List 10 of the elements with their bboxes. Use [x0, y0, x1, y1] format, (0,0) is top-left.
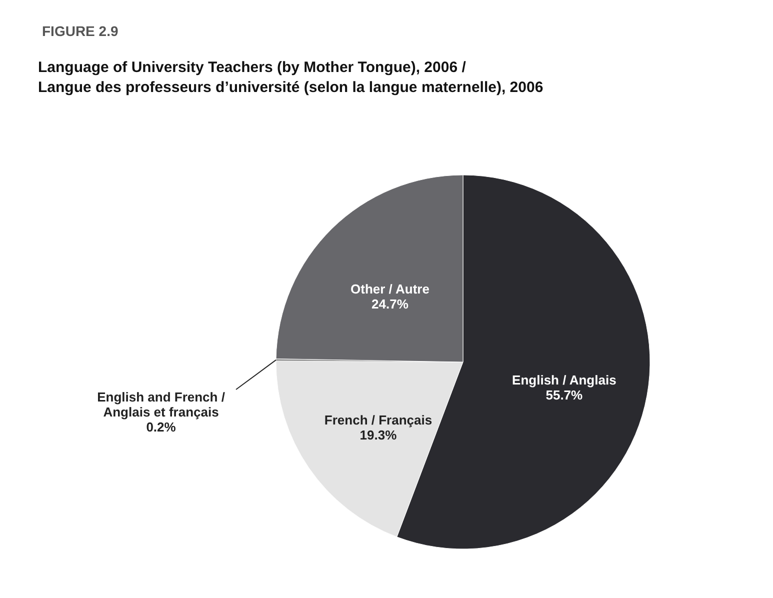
- slice-label: Other / Autre: [350, 282, 430, 297]
- slice-label: English and French / Anglais et français: [97, 390, 226, 420]
- caption: FIGURE 2.9: [42, 23, 118, 39]
- slice-label: French / Français: [324, 412, 432, 428]
- data-label: 24.7%: [372, 296, 409, 312]
- slice-label: English / Anglais: [512, 372, 616, 388]
- data-label: 0.2%: [146, 420, 176, 434]
- data-label: 55.7%: [546, 387, 584, 402]
- data-label: 19.3%: [360, 427, 398, 442]
- chart-title: Language of University Teachers (by Mother Tongue), 2006 / Langue des professeurs d’université (selon la langue maternelle), 2006: [38, 59, 544, 96]
